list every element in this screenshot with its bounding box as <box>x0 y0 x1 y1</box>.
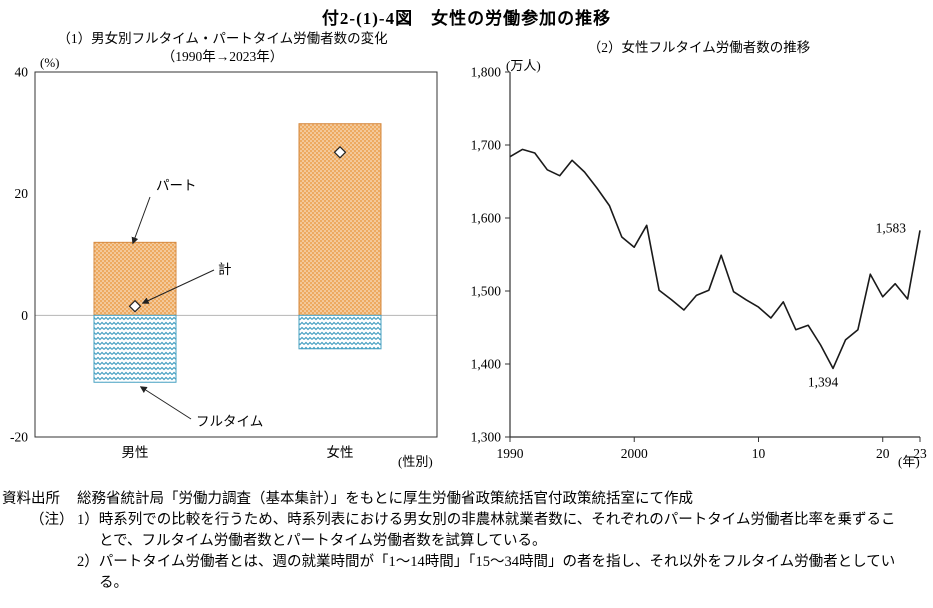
y-tick-label: -20 <box>10 430 28 445</box>
source-text: 総務省統計局「労働力調査（基本集計）」をもとに厚生労働省政策統括官付政策統括室に… <box>77 491 693 507</box>
x-tick-label: 20 <box>876 446 890 461</box>
fulltime-bar <box>93 314 177 383</box>
y-tick-label: 1,800 <box>471 65 502 80</box>
left-panel-title-line2: （1990年→2023年） <box>161 49 284 64</box>
point-label: 1,583 <box>876 220 907 235</box>
annotation-arrow <box>141 269 215 304</box>
total-marker <box>333 145 347 159</box>
left-y-axis-unit: (%) <box>40 55 60 70</box>
annotation-label: パート <box>156 178 197 193</box>
note-row: （注） 1）時系列での比較を行うため、時系列表における男女別の非農林就業者数に、… <box>2 510 910 594</box>
y-tick-label: 20 <box>15 186 29 201</box>
y-tick-label: 1,600 <box>471 211 502 226</box>
y-tick-label: 1,500 <box>471 284 502 299</box>
source-label: 資料出所 <box>2 491 60 507</box>
point-label: 1,394 <box>808 374 839 389</box>
y-tick-label: 1,700 <box>471 138 502 153</box>
y-tick-label: 1,300 <box>471 430 502 445</box>
x-tick-label: 23 <box>913 446 927 461</box>
x-tick-label: 1990 <box>497 446 524 461</box>
plot-border <box>34 71 438 438</box>
left-x-axis-unit: (性別) <box>398 454 433 469</box>
annotation-label: 計 <box>218 262 232 277</box>
note-item-1: 1）時系列での比較を行うため、時系列表における男女別の非農林就業者数に、それぞれ… <box>77 512 896 549</box>
right-x-axis-unit: (年) <box>898 454 920 469</box>
source-row: 資料出所 総務省統計局「労働力調査（基本集計）」をもとに厚生労働省政策統括官付政… <box>2 489 910 510</box>
x-tick-label: 2000 <box>621 446 648 461</box>
figure-title: 付2-(1)-4図 女性の労働参加の推移 <box>321 9 612 28</box>
note-label: （注） <box>30 512 74 528</box>
fulltime-bar <box>298 314 382 350</box>
right-y-axis-unit: (万人) <box>506 58 541 73</box>
left-panel-title: （1）男女別フルタイム・パートタイム労働者数の変化 （1990年→2023年） <box>0 30 445 66</box>
y-tick-label: 0 <box>21 308 28 323</box>
right-panel-title: （2）女性フルタイム労働者数の推移 <box>587 40 811 55</box>
note-item-2: 2）パートタイム労働者とは、週の就業時間が「1～14時間」「15～34時間」の者… <box>77 554 896 591</box>
annotation-label: フルタイム <box>196 414 263 429</box>
note-items: 1）時系列での比較を行うため、時系列表における男女別の非農林就業者数に、それぞれ… <box>77 510 910 594</box>
category-label: 男性 <box>122 445 149 460</box>
total-marker <box>128 299 142 313</box>
category-label: 女性 <box>327 444 354 460</box>
annotation-arrow <box>131 196 151 245</box>
x-tick-label: 10 <box>752 446 766 461</box>
left-panel-title-line1: （1）男女別フルタイム・パートタイム労働者数の変化 <box>57 31 388 46</box>
y-tick-label: 1,400 <box>471 357 502 372</box>
notes: 資料出所 総務省統計局「労働力調査（基本集計）」をもとに厚生労働省政策統括官付政… <box>2 489 910 594</box>
line-series <box>509 148 921 370</box>
annotation-arrow <box>139 386 192 420</box>
y-tick-label: 40 <box>15 65 29 80</box>
